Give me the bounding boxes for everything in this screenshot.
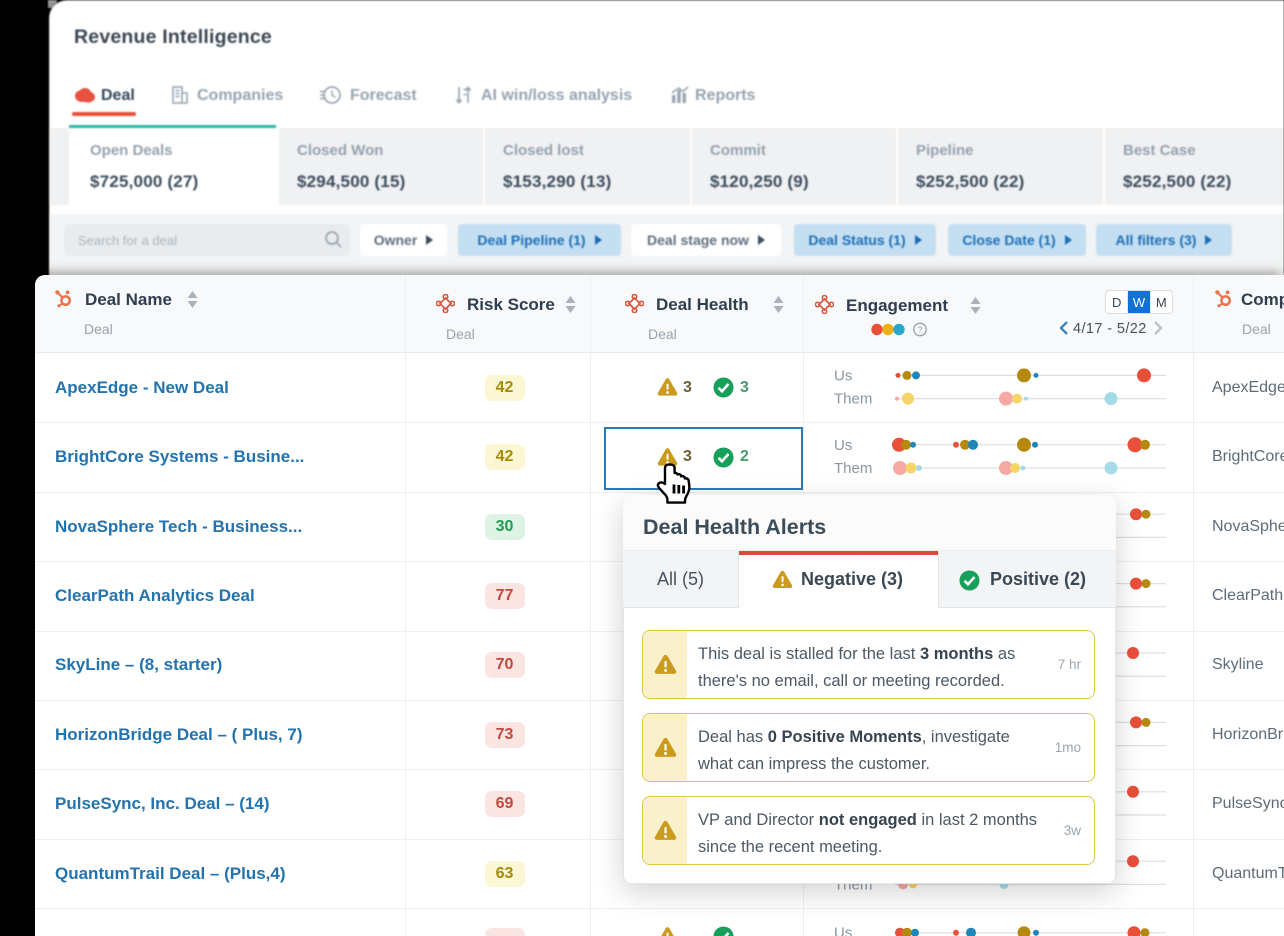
svg-text:Them: Them [834,391,872,408]
svg-text:Them: Them [834,460,872,477]
svg-text:?: ? [917,325,922,336]
svg-text:Us: Us [834,437,852,454]
svg-text:Us: Us [834,925,852,936]
svg-text:Us: Us [834,367,852,384]
